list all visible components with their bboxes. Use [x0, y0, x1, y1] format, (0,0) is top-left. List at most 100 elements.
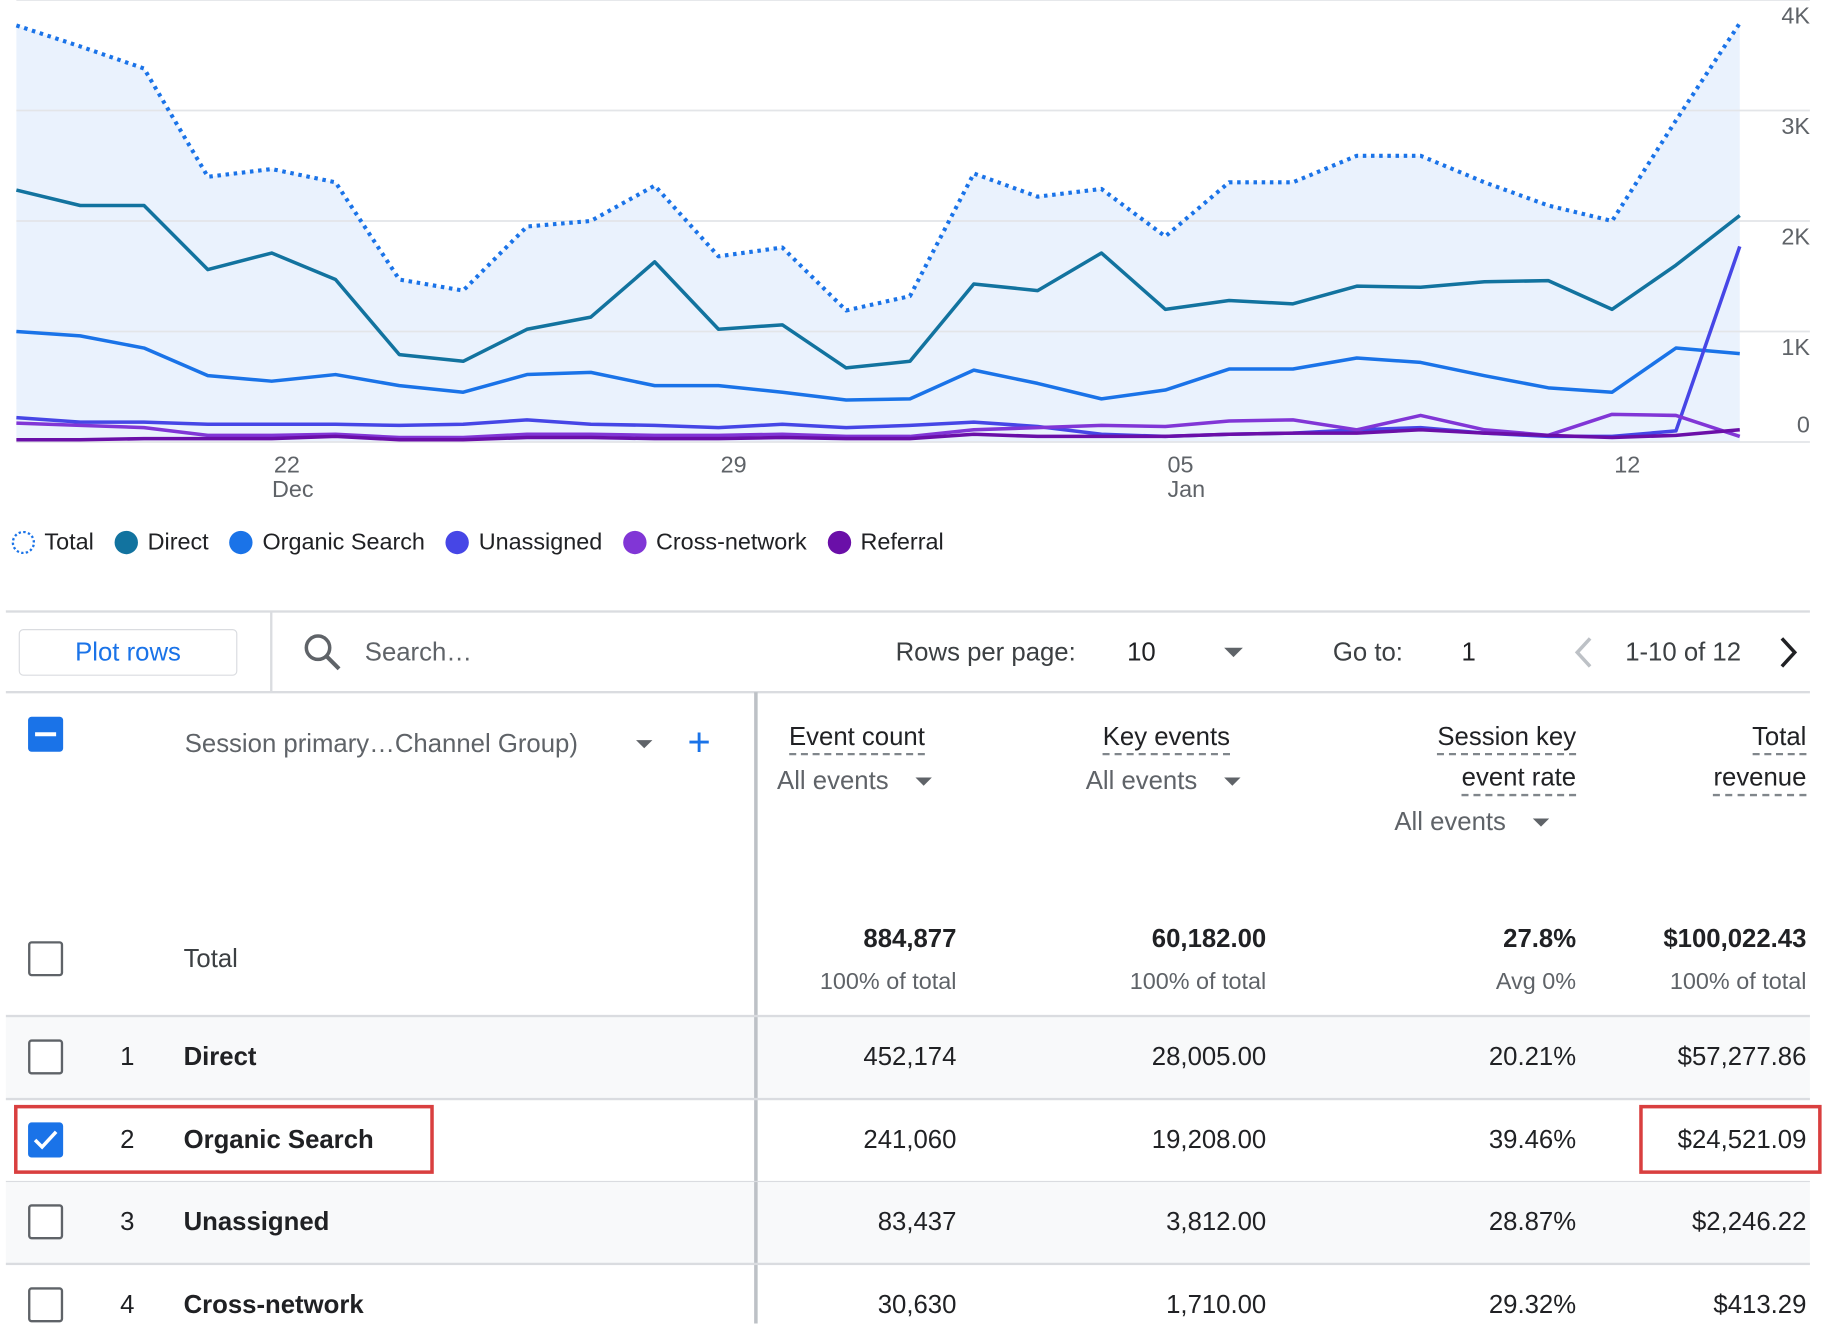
search-input[interactable]: Search…: [364, 637, 473, 667]
totals-value: $100,022.43: [1663, 923, 1807, 953]
next-page[interactable]: [1775, 635, 1801, 670]
rows-per-page-label: Rows per page:: [895, 637, 1076, 667]
page-range: 1-10 of 12: [1625, 637, 1742, 667]
y-tick-label: 2K: [1781, 223, 1810, 249]
legend: Total Direct Organic Search Unassigned Cross…: [11, 526, 1181, 559]
dropdown-caret[interactable]: [914, 776, 933, 788]
x-tick-label: 22: [274, 451, 300, 477]
row-value: 452,174: [863, 1041, 957, 1071]
row-value: 39.46%: [1488, 1124, 1577, 1154]
y-tick-label: 0: [1797, 412, 1810, 438]
row-separator: [5, 1180, 1810, 1183]
row-separator: [5, 1262, 1810, 1265]
row-rank: 1: [120, 1041, 135, 1071]
row-value: 3,812.00: [1166, 1206, 1267, 1236]
dropdown-caret[interactable]: [1223, 776, 1242, 788]
checkbox[interactable]: [28, 1286, 64, 1322]
row-separator: [5, 1097, 1810, 1100]
search-icon[interactable]: [302, 631, 344, 673]
row-rank: 3: [120, 1206, 135, 1236]
y-tick-label: 1K: [1781, 334, 1810, 360]
column-header: Key events: [1102, 722, 1230, 756]
row-name: Unassigned: [183, 1206, 330, 1236]
row-value: 19,208.00: [1151, 1124, 1267, 1154]
checkbox[interactable]: [28, 941, 64, 977]
checkbox[interactable]: [28, 1039, 64, 1075]
x-tick-label: Dec: [272, 476, 314, 502]
column-filter: All events: [1394, 806, 1506, 836]
legend-label: Referral: [860, 529, 944, 555]
area: [16, 23, 1740, 442]
totals-label: Total: [183, 943, 238, 973]
legend-label: Cross-network: [656, 529, 807, 555]
x-tick-label: 12: [1614, 451, 1640, 477]
column-header: event rate: [1461, 763, 1577, 797]
column-filter: All events: [1085, 765, 1198, 796]
legend-item[interactable]: Cross-network: [623, 529, 807, 556]
add-dimension[interactable]: +: [687, 720, 711, 765]
toolbar-divider: [270, 611, 272, 691]
column-filter: All events: [777, 765, 889, 796]
totals-note: 100% of total: [1129, 969, 1267, 995]
checkbox[interactable]: [28, 716, 64, 752]
row-value: 29.32%: [1488, 1289, 1577, 1319]
plot-rows-button[interactable]: Plot rows: [18, 629, 238, 676]
goto-label: Go to:: [1332, 637, 1403, 667]
rows-per-page-select[interactable]: 10: [1127, 637, 1156, 667]
column-header: revenue: [1713, 763, 1807, 797]
prev-page[interactable]: [1571, 635, 1597, 670]
dropdown-caret[interactable]: [1222, 645, 1245, 659]
legend-item[interactable]: Organic Search: [229, 529, 425, 556]
legend-item[interactable]: Total: [11, 529, 94, 556]
row-value: 28.87%: [1488, 1206, 1577, 1236]
column-header: Event count: [788, 722, 925, 756]
series-line: [16, 428, 1740, 442]
dimension-header: Session primary…Channel Group): [184, 728, 578, 758]
totals-note: 100% of total: [819, 969, 957, 995]
row-name: Organic Search: [183, 1124, 374, 1154]
row-value: $413.29: [1713, 1289, 1807, 1319]
y-tick-label: 4K: [1781, 2, 1810, 28]
row-value: 241,060: [863, 1124, 957, 1154]
series-line: [15, 188, 1741, 370]
checkbox[interactable]: [28, 1204, 64, 1240]
row-value: 30,630: [877, 1289, 957, 1319]
dropdown-caret[interactable]: [635, 739, 654, 751]
highlight-box: [14, 1104, 434, 1174]
legend-item[interactable]: Unassigned: [445, 529, 603, 556]
row-rank: 2: [120, 1124, 135, 1154]
series-line: [15, 22, 1742, 313]
series-line: [16, 329, 1740, 402]
column-header: Session key: [1437, 722, 1577, 756]
column-divider: [754, 692, 758, 1324]
toolbar-bottom-border: [5, 690, 1810, 693]
x-tick-label: 05: [1167, 451, 1193, 477]
toolbar-top-border: [5, 610, 1810, 613]
dropdown-caret[interactable]: [1532, 817, 1551, 829]
goto-input[interactable]: 1: [1461, 637, 1476, 667]
row-value: $2,246.22: [1691, 1206, 1807, 1236]
legend-label: Total: [44, 529, 94, 555]
x-tick-label: 29: [721, 451, 747, 477]
row-name: Direct: [183, 1041, 257, 1071]
totals-note: 100% of total: [1669, 969, 1807, 995]
series-line: [16, 412, 1741, 440]
legend-swatch: [114, 530, 139, 555]
legend-label: Direct: [147, 529, 209, 555]
row-rank: 4: [120, 1289, 135, 1319]
y-tick-label: 3K: [1781, 113, 1810, 139]
highlight-box: [1639, 1104, 1822, 1174]
row-value: $24,521.09: [1677, 1124, 1807, 1154]
legend-label: Unassigned: [478, 529, 603, 555]
legend-item[interactable]: Direct: [114, 529, 209, 556]
row-name: Cross-network: [183, 1289, 364, 1319]
totals-value: 27.8%: [1503, 923, 1577, 953]
row-value: $57,277.86: [1677, 1041, 1807, 1071]
legend-swatch: [623, 530, 647, 555]
legend-item[interactable]: Referral: [827, 529, 944, 556]
row-value: 20.21%: [1488, 1041, 1577, 1071]
row-value: 83,437: [877, 1206, 957, 1236]
checkbox[interactable]: [28, 1121, 64, 1157]
